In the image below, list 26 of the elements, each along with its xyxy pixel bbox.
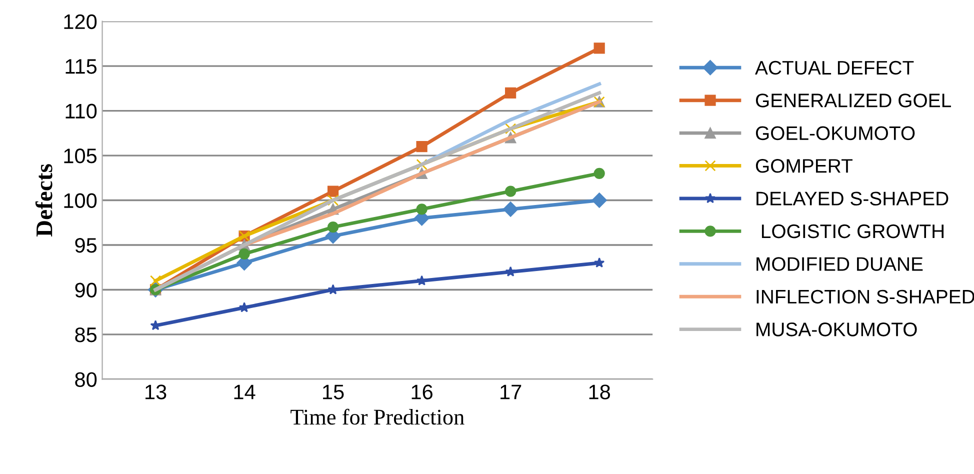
y-tick-label: 115 <box>66 59 97 74</box>
legend-label: MODIFIED DUANE <box>756 257 923 271</box>
y-tick-label: 90 <box>75 282 97 298</box>
y-tick-label: 100 <box>64 193 97 208</box>
legend-label: ACTUAL DEFECT <box>755 60 914 75</box>
x-tick-label: 15 <box>323 384 344 400</box>
x-tick-label: 13 <box>146 384 166 400</box>
x-axis-title: Time for Prediction <box>290 408 464 425</box>
legend-label: LOGISTIC GROWTH <box>762 224 944 238</box>
x-tick-label: 16 <box>412 384 432 400</box>
legend-label: GOMPERT <box>756 159 852 173</box>
y-tick-label: 80 <box>75 372 97 387</box>
legend-label: MUSA-OKUMOTO <box>756 322 917 336</box>
y-tick-label: 120 <box>64 14 97 30</box>
y-tick-label: 95 <box>75 238 97 253</box>
legend-label: INFLECTION S-SHAPED <box>756 290 974 304</box>
x-tick-label: 14 <box>234 384 256 400</box>
y-axis-title: Defects <box>35 164 52 237</box>
x-tick-label: 18 <box>589 384 610 400</box>
legend-label: DELAYED S-SHAPED <box>756 192 948 206</box>
x-tick-label: 17 <box>500 384 522 400</box>
legend-label: GOEL-OKUMOTO <box>756 126 915 140</box>
y-tick-label: 105 <box>64 148 97 164</box>
y-tick-label: 85 <box>75 327 97 342</box>
y-tick-label: 110 <box>66 104 97 119</box>
legend-label: GENERALIZED GOEL <box>756 94 951 108</box>
